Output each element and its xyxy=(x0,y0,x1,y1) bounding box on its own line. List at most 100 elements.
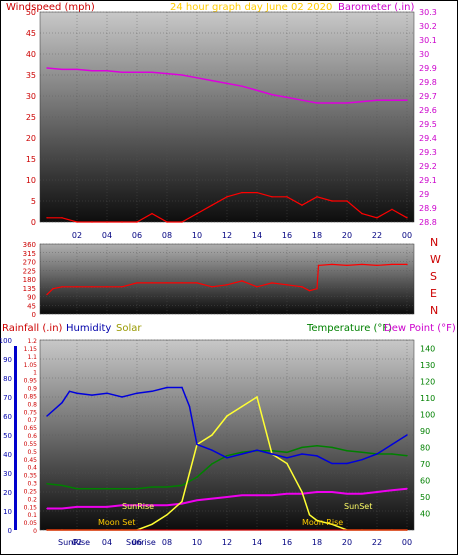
barometer-line-point xyxy=(376,99,378,101)
barometer-axis: 28.8 28.9 29 29.1 29.2 29.3 29.4 29.5 29.6 29.7 29… xyxy=(419,8,437,227)
windspeed-title: Windspeed (mph) xyxy=(6,2,95,13)
y-tick-label: 45 xyxy=(26,29,36,38)
y-tick-label: 360 xyxy=(23,241,36,249)
direction-line-point xyxy=(331,263,333,266)
windspeed-line-point xyxy=(346,200,348,202)
direction-line-point xyxy=(91,286,93,288)
solar-line-point xyxy=(166,514,168,516)
solar-line-point xyxy=(316,519,318,522)
dewpoint-line-point xyxy=(106,506,108,508)
y-tick-label: 0.35 xyxy=(24,473,38,480)
dewpoint-line-point xyxy=(196,499,198,501)
windspeed-line-point xyxy=(121,221,123,223)
direction-line-point xyxy=(391,263,393,266)
solar-line-point xyxy=(331,523,333,525)
y-tick-label: 0 xyxy=(8,527,12,535)
direction-line-point xyxy=(211,286,213,288)
humidity-line-point xyxy=(406,434,408,436)
barometer-line-point xyxy=(271,93,273,96)
direction-line-point xyxy=(317,264,320,267)
x-tick-label: 18 xyxy=(312,538,322,547)
x-tick-label: 12 xyxy=(222,231,232,240)
y-tick-label: 29.4 xyxy=(419,134,437,143)
dewpoint-line-point xyxy=(406,487,408,490)
y-tick-label: 29.9 xyxy=(419,64,437,73)
y-tick-label: 80 xyxy=(3,375,12,383)
humidity-line-point xyxy=(376,453,378,455)
y-tick-label: 1.05 xyxy=(24,362,38,369)
y-tick-label: 0 xyxy=(33,528,37,535)
barometer-line-point xyxy=(136,71,138,73)
x-tick-label: 16 xyxy=(282,231,292,240)
barometer-line-point xyxy=(181,74,183,76)
windspeed-line-point xyxy=(61,217,63,219)
y-tick-label: 135 xyxy=(23,285,36,293)
y-tick-label: 0.65 xyxy=(24,425,38,432)
barometer-line-point xyxy=(286,96,288,99)
direction-line-point xyxy=(196,282,198,284)
y-tick-label: 30.1 xyxy=(419,36,437,45)
barometer-line-point xyxy=(76,68,78,71)
x-tick-label: 22 xyxy=(372,538,382,547)
y-tick-label: 10 xyxy=(26,176,36,185)
x-tick-label: 08 xyxy=(162,231,172,240)
y-tick-label: 0.9 xyxy=(27,386,37,393)
humidity-line-point xyxy=(166,386,168,389)
solar-line-point xyxy=(241,405,243,408)
y-tick-label: 5 xyxy=(31,197,36,206)
y-tick-label: 0.05 xyxy=(24,520,38,527)
y-tick-label: 30 xyxy=(26,92,36,101)
x-tick-label: 00 xyxy=(402,231,412,240)
rainfall-axis: 00.050.10.150.20.250.30.350.40.450.50.55… xyxy=(24,338,38,535)
windspeed-series xyxy=(46,67,408,223)
y-tick-label: 0.15 xyxy=(24,504,38,511)
humidity-line-point xyxy=(301,453,303,455)
barometer-line-point xyxy=(61,68,63,71)
humidity-title: Humidity xyxy=(66,323,111,334)
y-tick-label: 0.25 xyxy=(24,488,38,495)
humidity-line-point xyxy=(196,443,198,446)
direction-line-point xyxy=(406,263,408,266)
temperature-line-point xyxy=(361,451,363,454)
y-tick-label: 0.45 xyxy=(24,457,38,464)
windspeed-line-point xyxy=(406,217,408,219)
x-tick-label: 10 xyxy=(192,231,202,240)
y-tick-label: 30 xyxy=(419,50,429,59)
direction-series xyxy=(46,263,408,296)
humidity-line-point xyxy=(241,453,243,455)
x-tick-label: 04 xyxy=(102,231,112,240)
humidity-line-point xyxy=(331,462,333,465)
windspeed-line-point xyxy=(76,221,78,223)
barometer-line-point xyxy=(121,71,123,73)
sun-moon-label: SunRise xyxy=(58,538,90,547)
humidity-line-point xyxy=(271,453,273,455)
x-tick-label: 02 xyxy=(72,538,82,547)
direction-line-point xyxy=(166,282,168,284)
dewpoint-title: Dew Point (°F) xyxy=(384,323,456,334)
x-tick-label: 12 xyxy=(222,538,232,547)
windspeed-line-point xyxy=(166,221,168,223)
windspeed-line-point xyxy=(91,221,93,223)
compass-label: W xyxy=(430,253,441,266)
temperature-line-point xyxy=(241,451,243,454)
dewpoint-line-point xyxy=(316,491,318,493)
windspeed-line-point xyxy=(106,221,108,223)
y-tick-label: 28.9 xyxy=(419,204,437,213)
x-tick-label: 14 xyxy=(252,231,262,240)
y-tick-label: 0 xyxy=(31,218,36,227)
barometer-line-point xyxy=(211,79,213,82)
windspeed-line-point xyxy=(46,217,48,219)
direction-line-point xyxy=(61,286,63,288)
x-tick-label: 20 xyxy=(342,538,352,547)
temperature-line-point xyxy=(406,454,408,457)
windspeed-line-point xyxy=(226,196,228,198)
x-tick-label: 22 xyxy=(372,231,382,240)
y-tick-label: 50 xyxy=(26,8,36,17)
dewpoint-line-point xyxy=(61,507,63,510)
y-tick-label: 10 xyxy=(3,508,12,516)
windspeed-line-point xyxy=(151,212,153,215)
sun-moon-label: Sunrise xyxy=(126,538,156,547)
temperature-line-point xyxy=(166,486,168,488)
direction-line-point xyxy=(46,293,48,296)
temperature-line-point xyxy=(46,483,48,485)
